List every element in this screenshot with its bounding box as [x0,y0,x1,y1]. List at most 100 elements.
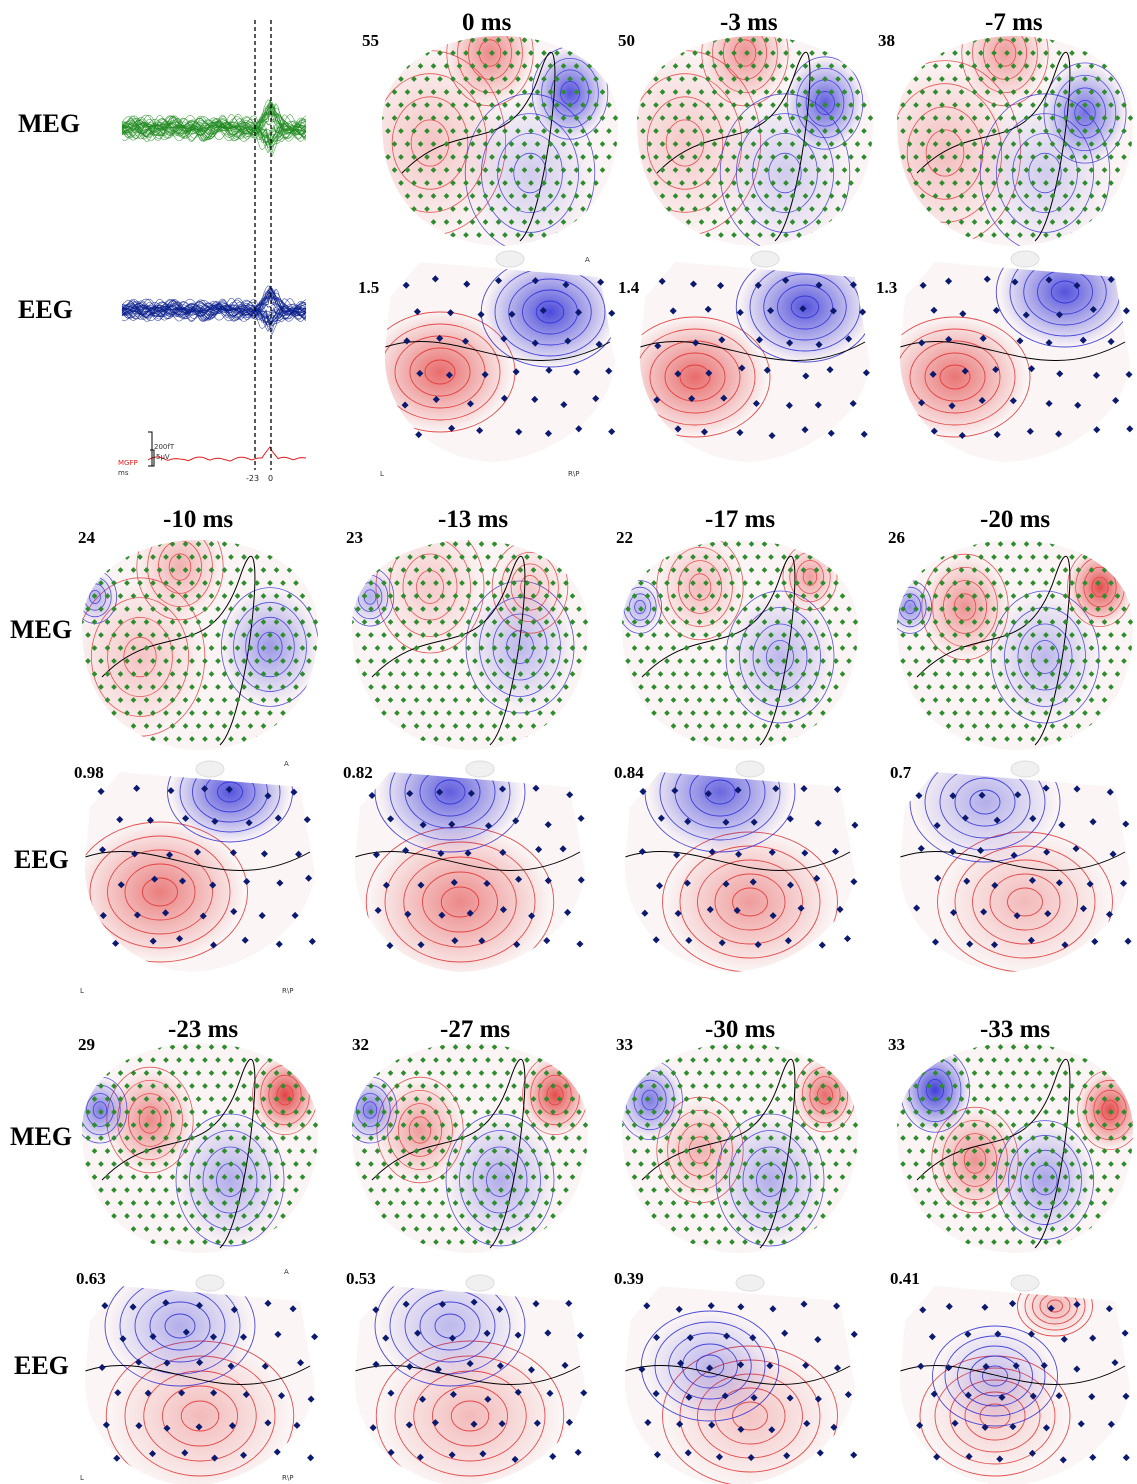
eeg-butterfly-plot [121,285,307,336]
eeg-potential-map [899,1286,1130,1484]
nose-marker [1010,250,1040,268]
meg-field-map [622,1043,858,1253]
cursor-label-zero: 0 [268,474,273,483]
eeg-peak-value: 0.39 [614,1269,644,1288]
eeg-potential-map [639,262,870,462]
meg-row-label-1: MEG [18,109,80,138]
mgfp-label: MGFP [118,459,138,467]
eeg-potential-map [84,1286,315,1484]
scale-bar-eeg [150,449,155,467]
time-label: -23 ms [168,1016,238,1043]
eeg-peak-value: 0.41 [890,1269,920,1288]
meg-field-map [82,1043,318,1253]
time-label: -10 ms [163,506,233,533]
ms-label: ms [118,469,129,477]
nose-marker [465,760,495,778]
eeg-electrode-array [97,784,316,949]
topo-panel: -7 ms 38 1.3 [876,9,1134,462]
anterior-label-2: A [284,760,289,768]
meg-field-map [897,36,1133,246]
time-label: -7 ms [985,9,1043,36]
meg-sensor-array [897,541,1133,742]
eeg-peak-value: 0.84 [614,763,644,782]
eeg-row-label-1: EEG [18,295,73,324]
meg-peak-value: 33 [616,1035,633,1054]
topo-panel: -17 ms 22 0.84 [614,506,859,972]
eeg-potential-map [384,262,615,462]
meg-field-map [622,540,858,750]
topo-panel: -27 ms 32 0.53 [346,1016,588,1484]
eeg-electrode-array [368,784,585,950]
right-posterior-label-3: R\P [282,1474,293,1482]
time-label: 0 ms [462,9,512,36]
right-posterior-label-2: R\P [282,987,293,995]
waveform-panel: MEG EEG -23 0 200fT 5µV MGFP ms [18,20,307,483]
meg-peak-value: 22 [616,528,633,547]
topo-panel: -33 ms 33 0.41 [888,1016,1133,1484]
nose-marker [465,1274,495,1292]
anterior-label-3: A [284,1268,289,1276]
nose-marker [735,1274,765,1292]
topography-grid: 0 ms 55 1.5 -3 ms 50 1.4 -7 ms 38 1.3 -10 ms 24 0.9… [74,9,1134,1484]
time-label: -20 ms [980,506,1050,533]
meg-field-map [637,36,873,246]
scale-label-eeg: 5µV [156,453,170,461]
nose-marker [1010,1274,1040,1292]
time-label: -33 ms [980,1016,1050,1043]
meg-field-map [352,1043,588,1253]
scale-label-meg: 200fT [154,443,175,451]
time-label: -17 ms [705,506,775,533]
eeg-peak-value: 1.4 [618,278,640,297]
time-label: -3 ms [720,9,778,36]
topo-panel: -23 ms 29 0.63 [76,1016,319,1484]
nose-marker [735,760,765,778]
eeg-potential-map [354,1286,585,1484]
meg-butterfly-plot [121,98,307,158]
time-label: -27 ms [440,1016,510,1043]
topo-panel: -30 ms 33 0.39 [614,1016,858,1484]
nose-marker [750,250,780,268]
eeg-electrode-array [913,784,1132,949]
meg-field-map [382,36,618,246]
nose-marker [1010,760,1040,778]
meg-peak-value: 33 [888,1035,905,1054]
scale-bar-meg [148,431,153,467]
eeg-electrode-array [653,276,870,440]
cursor-label-minus23: -23 [246,474,259,483]
eeg-potential-map [624,772,855,972]
eeg-peak-value: 0.82 [343,763,373,782]
eeg-row-label-2: EEG [14,845,69,874]
nose-marker [195,1274,225,1292]
left-label-2: L [80,987,84,995]
topo-panel: -20 ms 26 0.7 [888,506,1133,972]
meg-peak-value: 26 [888,528,905,547]
eeg-peak-value: 1.5 [358,278,379,297]
eeg-peak-value: 0.63 [76,1269,106,1288]
nose-marker [195,760,225,778]
eeg-potential-map [354,772,585,972]
left-label-3: L [80,1474,84,1482]
meg-peak-value: 55 [362,31,379,50]
meg-peak-value: 50 [618,31,635,50]
left-label-1: L [380,470,384,478]
meg-field-map [352,540,588,750]
meg-row-label-3: MEG [10,1122,72,1151]
eeg-potential-map [899,772,1130,972]
meg-row-label-2: MEG [10,615,72,644]
meg-peak-value: 38 [878,31,895,50]
eeg-electrode-array [401,275,616,439]
meg-field-map [897,540,1133,750]
meg-peak-value: 24 [78,528,96,547]
eeg-peak-value: 0.7 [890,763,912,782]
time-label: -13 ms [438,506,508,533]
eeg-potential-map [84,772,315,972]
topo-panel: -13 ms 23 0.82 [343,506,588,972]
right-posterior-label-1: R\P [568,470,579,478]
eeg-peak-value: 0.98 [74,763,104,782]
meg-field-map [82,540,318,750]
meg-peak-value: 32 [352,1035,369,1054]
meg-field-map [897,1043,1133,1253]
time-label: -30 ms [705,1016,775,1043]
meg-peak-value: 29 [78,1035,95,1054]
